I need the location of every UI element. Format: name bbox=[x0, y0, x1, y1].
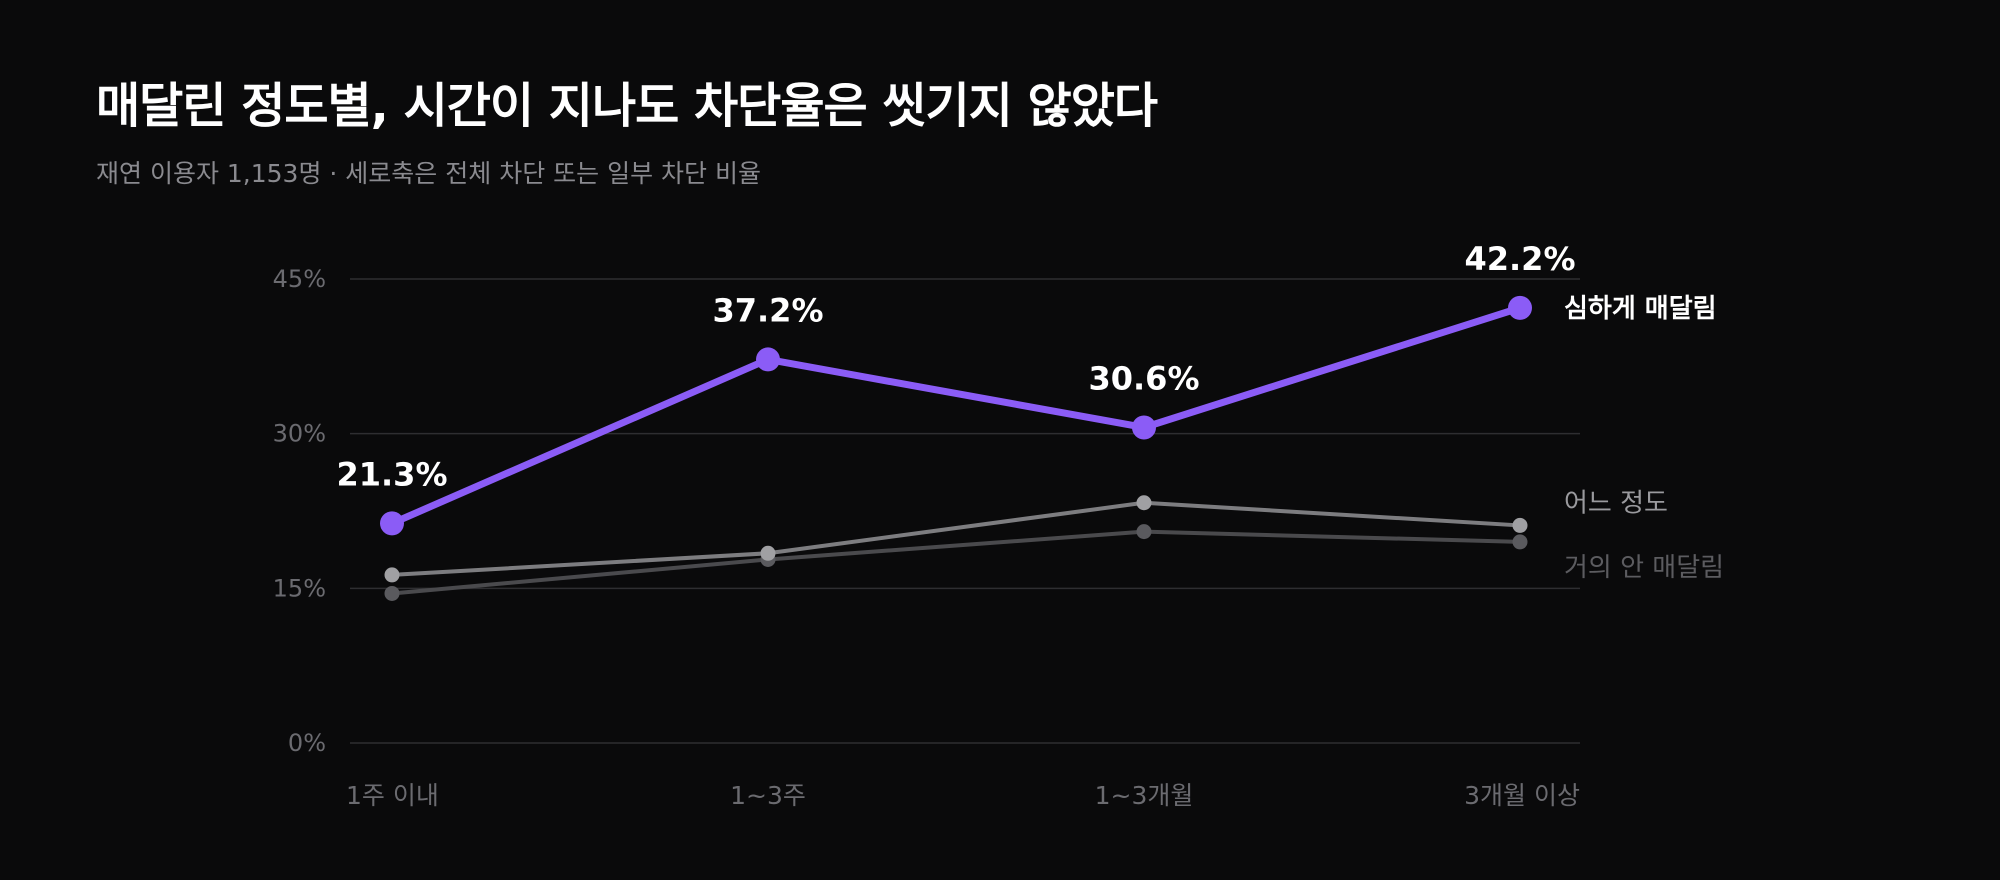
data-value-label: 21.3% bbox=[336, 455, 447, 493]
data-point bbox=[1136, 495, 1152, 511]
y-tick-label: 0% bbox=[288, 729, 326, 757]
data-point bbox=[756, 347, 780, 372]
data-point bbox=[1136, 524, 1152, 540]
series-line bbox=[390, 529, 1522, 596]
x-tick-label: 1~3개월 bbox=[1095, 781, 1194, 810]
x-tick-label: 1~3주 bbox=[730, 781, 806, 810]
y-tick-label: 45% bbox=[273, 265, 326, 293]
page-subtitle: 재연 이용자 1,153명 · 세로축은 전체 차단 또는 일부 차단 비율 bbox=[96, 159, 761, 188]
data-point bbox=[1512, 534, 1528, 550]
data-point bbox=[384, 567, 400, 583]
value-labels: 21.3% 37.2% 30.6% 42.2% bbox=[336, 240, 1575, 494]
series-lines bbox=[380, 295, 1532, 601]
data-point bbox=[384, 585, 400, 601]
y-tick-label: 15% bbox=[273, 574, 326, 602]
grid-lines bbox=[350, 278, 1580, 744]
series-line bbox=[388, 304, 1524, 527]
series-labels: 거의 안 매달림 어느 정도 심하게 매달림 bbox=[1564, 294, 1724, 583]
series-name-label: 어느 정도 bbox=[1564, 488, 1668, 518]
series-line bbox=[390, 500, 1522, 577]
x-tick-label: 1주 이내 bbox=[346, 781, 439, 810]
data-value-label: 30.6% bbox=[1088, 359, 1199, 397]
x-tick-label: 3개월 이상 bbox=[1464, 781, 1580, 810]
y-tick-label: 30% bbox=[273, 420, 326, 448]
data-value-label: 37.2% bbox=[712, 291, 823, 329]
data-value-label: 42.2% bbox=[1464, 240, 1575, 278]
y-axis-ticks: 0% 15% 30% 45% bbox=[273, 265, 326, 757]
series-name-label: 거의 안 매달림 bbox=[1564, 553, 1724, 583]
data-point bbox=[1512, 517, 1528, 533]
x-axis-ticks: 1주 이내 1~3주 1~3개월 3개월 이상 bbox=[346, 781, 1580, 810]
data-point bbox=[760, 545, 776, 561]
data-point bbox=[1508, 295, 1532, 320]
series-name-label: 심하게 매달림 bbox=[1564, 294, 1717, 324]
data-point bbox=[1132, 415, 1156, 440]
data-point bbox=[380, 511, 404, 536]
page-title: 매달린 정도별, 시간이 지나도 차단율은 씻기지 않았다 bbox=[96, 78, 1158, 134]
